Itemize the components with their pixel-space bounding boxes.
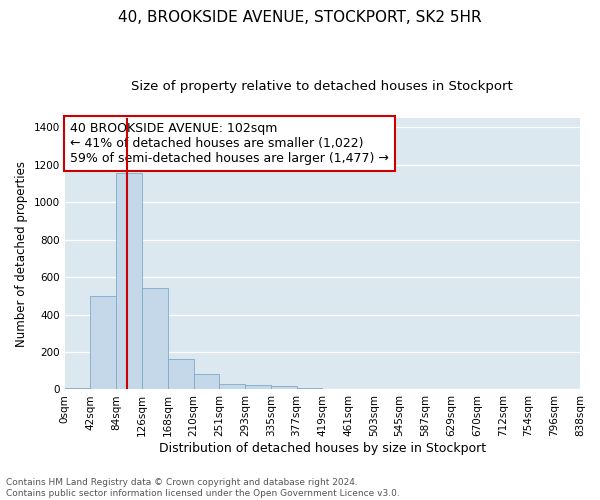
Bar bbox=[245, 385, 271, 390]
Bar bbox=[168, 358, 193, 390]
Y-axis label: Number of detached properties: Number of detached properties bbox=[15, 160, 28, 346]
Text: Contains HM Land Registry data © Crown copyright and database right 2024.
Contai: Contains HM Land Registry data © Crown c… bbox=[6, 478, 400, 498]
Bar bbox=[193, 374, 219, 390]
Bar bbox=[271, 386, 296, 390]
Bar bbox=[116, 173, 142, 390]
Bar bbox=[348, 388, 374, 390]
Bar bbox=[322, 388, 348, 390]
Bar bbox=[65, 388, 91, 390]
Bar bbox=[91, 296, 116, 390]
Bar bbox=[296, 388, 322, 390]
Title: Size of property relative to detached houses in Stockport: Size of property relative to detached ho… bbox=[131, 80, 513, 93]
Text: 40 BROOKSIDE AVENUE: 102sqm
← 41% of detached houses are smaller (1,022)
59% of : 40 BROOKSIDE AVENUE: 102sqm ← 41% of det… bbox=[70, 122, 389, 165]
X-axis label: Distribution of detached houses by size in Stockport: Distribution of detached houses by size … bbox=[159, 442, 486, 455]
Bar bbox=[219, 384, 245, 390]
Text: 40, BROOKSIDE AVENUE, STOCKPORT, SK2 5HR: 40, BROOKSIDE AVENUE, STOCKPORT, SK2 5HR bbox=[118, 10, 482, 25]
Bar bbox=[142, 288, 168, 390]
